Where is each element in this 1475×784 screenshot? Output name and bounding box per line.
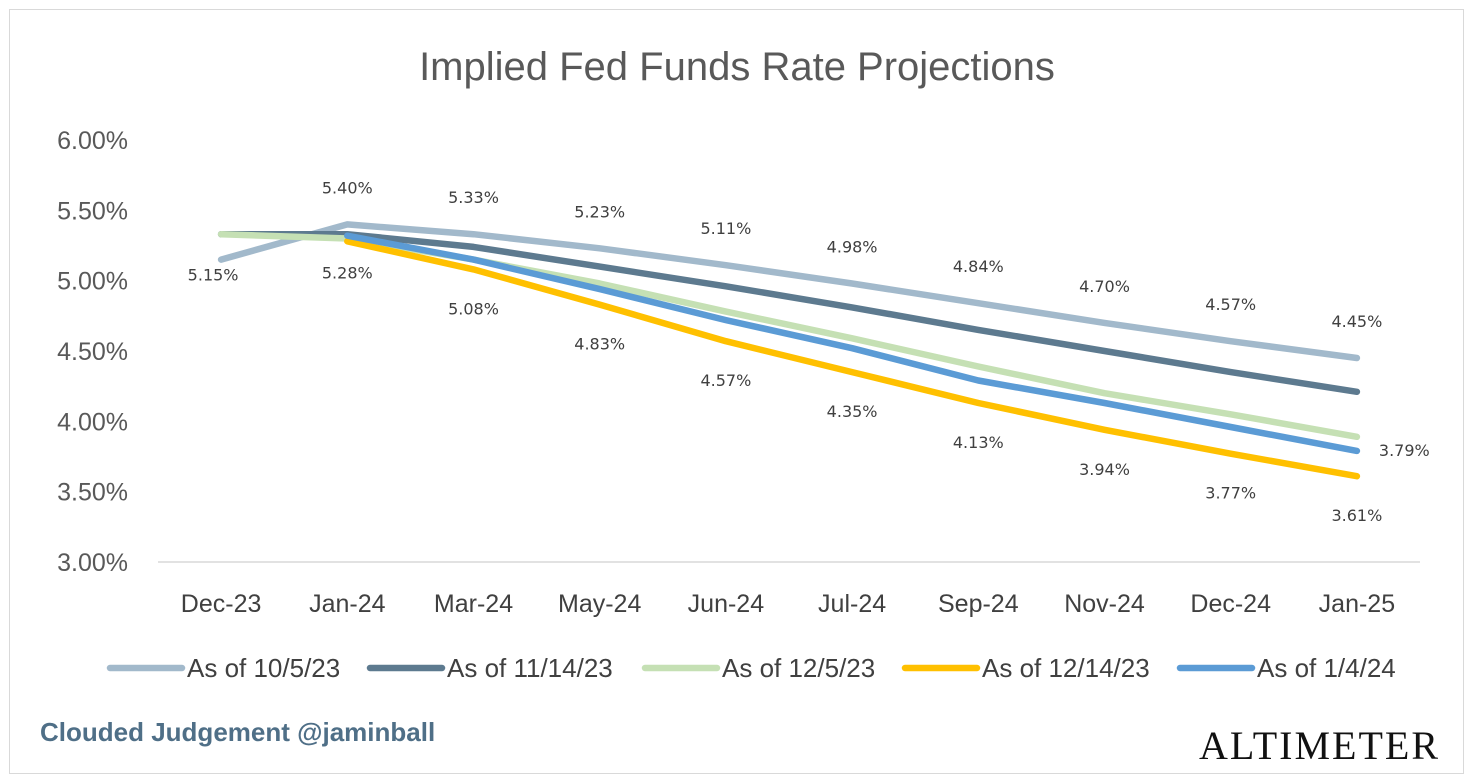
y-tick-label: 4.50% [57,338,128,366]
data-labels: 5.15% 5.40% 5.33% 5.23% 5.11% 4.98% 4.84% 4.70%… [188,178,1430,525]
altimeter-logo: ALTIMETER [1199,723,1440,768]
series-lines [217,221,1361,480]
series-line-5 [344,232,1361,455]
x-tick-label: Jul-24 [818,590,886,618]
x-tick-label: Jan-25 [1319,590,1395,618]
x-tick-label: Sep-24 [938,590,1019,618]
data-label: 4.57% [1205,295,1256,314]
y-tick-label: 3.50% [57,479,128,507]
x-tick-label: May-24 [558,590,641,618]
y-tick-label: 5.00% [57,268,128,296]
legend-label: As of 12/14/23 [982,653,1150,683]
data-label: 3.94% [1079,460,1130,479]
data-label: 5.15% [188,266,239,285]
data-label: 5.40% [322,178,373,197]
data-label: 4.13% [953,433,1004,452]
data-label: 5.28% [322,263,373,282]
series-line-2 [217,230,1361,396]
data-label: 4.57% [700,371,751,390]
series-line-1 [217,221,1361,362]
chart-frame [9,9,1464,774]
data-label: 5.08% [448,299,499,318]
x-tick-label: Dec-24 [1190,590,1271,618]
y-tick-label: 5.50% [57,197,128,225]
data-label: 4.45% [1331,312,1382,331]
data-label: 4.70% [1079,277,1130,296]
y-tick-label: 4.00% [57,408,128,436]
data-label: 3.77% [1205,484,1256,503]
data-label: 3.79% [1379,441,1430,460]
legend: As of 10/5/23 As of 11/14/23 As of 12/5/23… [106,653,1396,683]
legend-label: As of 10/5/23 [187,653,340,683]
data-label: 5.33% [448,188,499,207]
data-label: 4.98% [827,237,878,256]
legend-label: As of 12/5/23 [722,653,875,683]
chart-title: Implied Fed Funds Rate Projections [419,45,1055,89]
data-label: 5.23% [574,202,625,221]
axes: 3.00% 3.50% 4.00% 4.50% 5.00% 5.50% 6.00% Dec-2… [57,127,1420,618]
data-label: 4.35% [827,402,878,421]
x-tick-label: Nov-24 [1064,590,1145,618]
legend-label: As of 11/14/23 [447,653,613,683]
data-label: 5.11% [700,219,751,238]
y-tick-label: 6.00% [57,127,128,155]
series-line-4 [344,238,1361,480]
legend-label: As of 1/4/24 [1257,653,1396,683]
data-label: 4.84% [953,257,1004,276]
data-label: 3.61% [1331,506,1382,525]
x-tick-label: Jan-24 [309,590,386,618]
data-label: 4.83% [574,335,625,354]
x-tick-label: Jun-24 [688,590,765,618]
x-tick-label: Dec-23 [181,590,262,618]
y-tick-label: 3.00% [57,549,128,577]
x-tick-label: Mar-24 [434,590,513,618]
footer-attribution: Clouded Judgement @jaminball [40,717,435,747]
